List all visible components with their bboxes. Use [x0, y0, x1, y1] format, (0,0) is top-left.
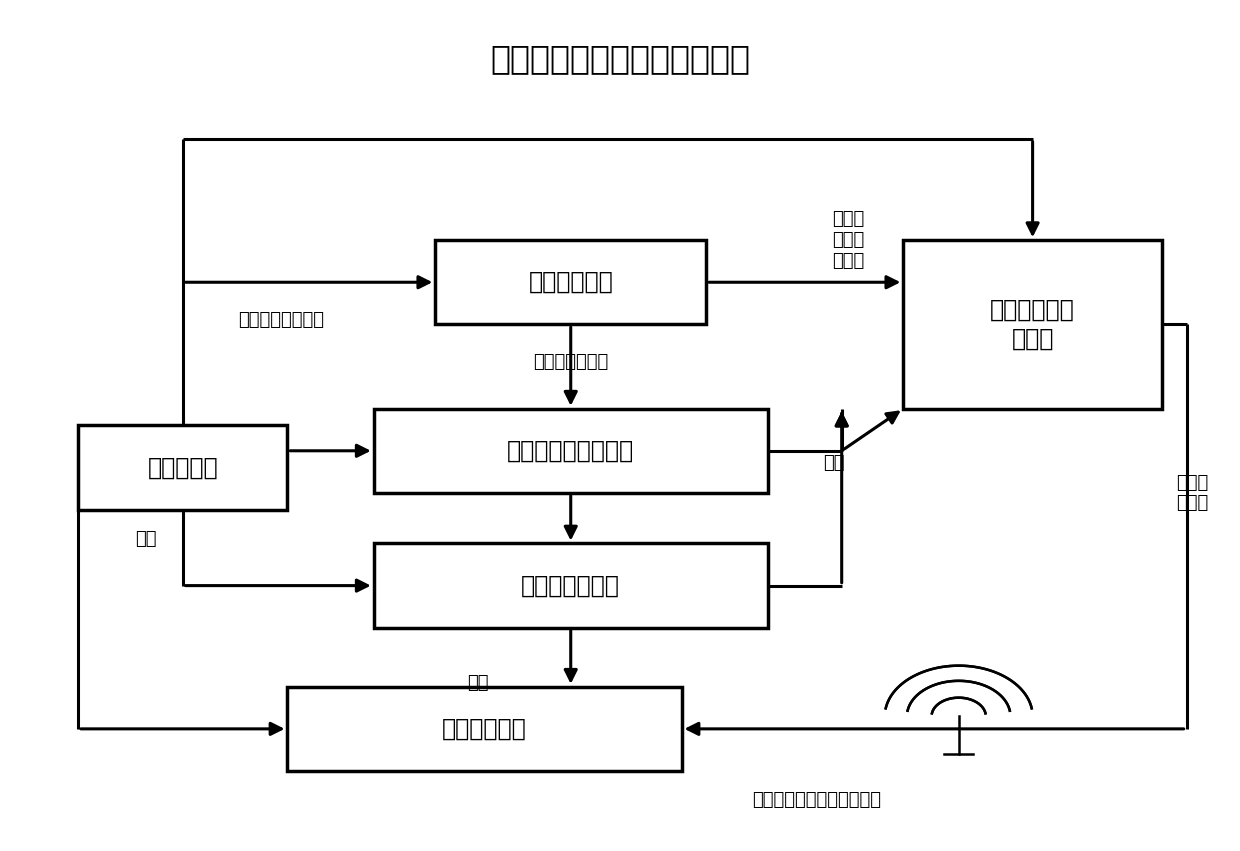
Text: 激活: 激活 — [823, 454, 844, 472]
Bar — [373, 544, 768, 628]
Text: 可将光通信解
调模块: 可将光通信解 调模块 — [991, 298, 1075, 351]
Text: 发送锚节点坐标及光源编号: 发送锚节点坐标及光源编号 — [753, 791, 882, 809]
Text: 解调并
识别光
源编号: 解调并 识别光 源编号 — [832, 210, 864, 270]
Bar — [903, 240, 1162, 408]
Text: 基于太阳能电池的无线锚节点: 基于太阳能电池的无线锚节点 — [490, 43, 750, 76]
Bar — [78, 426, 288, 510]
Text: 提供光
源编号: 提供光 源编号 — [1177, 473, 1209, 512]
Text: 供电: 供电 — [135, 530, 156, 548]
Text: 预处理滤波和放大: 预处理滤波和放大 — [238, 311, 324, 329]
Text: 信号处理模块: 信号处理模块 — [528, 271, 613, 294]
Text: 锚节点控制模块: 锚节点控制模块 — [521, 574, 620, 597]
Text: 电流或电压检测: 电流或电压检测 — [533, 353, 609, 371]
Bar — [373, 408, 768, 493]
Text: 太阳能电池: 太阳能电池 — [148, 455, 218, 480]
Bar — [288, 687, 682, 771]
Text: 电流检测与计量模块: 电流检测与计量模块 — [507, 439, 635, 463]
Text: 激活: 激活 — [467, 673, 489, 692]
Bar — [435, 240, 707, 324]
Text: 无线通信模块: 无线通信模块 — [443, 717, 527, 741]
